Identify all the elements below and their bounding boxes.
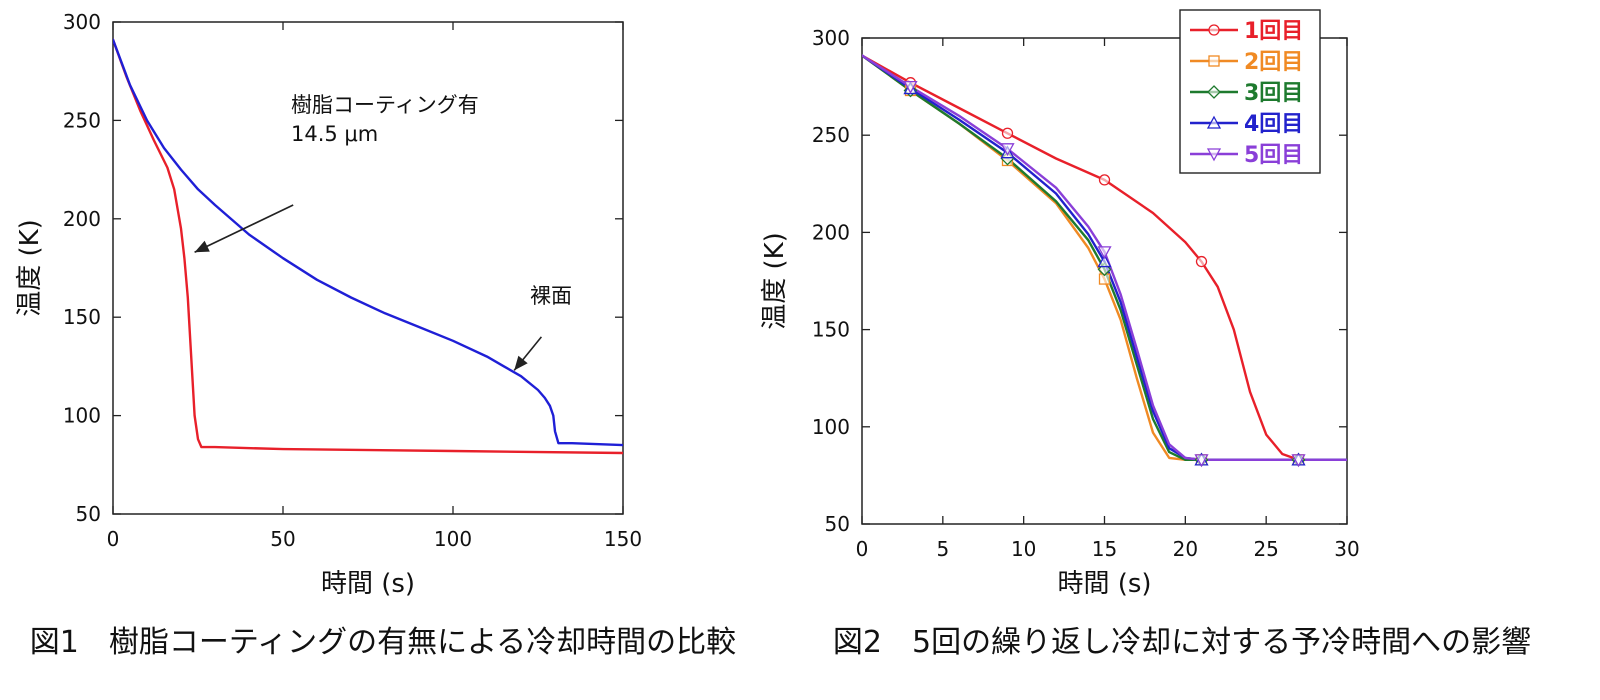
legend-entry: 4回目 bbox=[1244, 112, 1303, 137]
legend-entry: 3回目 bbox=[1244, 81, 1303, 106]
chart-2: 0 5 10 15 20 25 30 50 100 150 200 250 300 時間 (s) 温度 (K… bbox=[760, 9, 1531, 660]
legend-marker bbox=[1206, 115, 1222, 129]
plot-area bbox=[862, 54, 1347, 468]
x-tick-label: 5 bbox=[936, 537, 949, 561]
annotation-arrow-head bbox=[514, 355, 528, 371]
y-axis-label: 温度 (K) bbox=[760, 232, 790, 330]
y-tick-label: 200 bbox=[63, 207, 101, 231]
x-tick-label: 15 bbox=[1092, 537, 1117, 561]
figure-caption: 図1 樹脂コーティングの有無による冷却時間の比較 bbox=[30, 625, 736, 660]
series-1-point bbox=[1098, 174, 1111, 186]
plot-area bbox=[113, 38, 623, 455]
series-line-1 bbox=[113, 38, 623, 455]
x-tick-label: 100 bbox=[434, 527, 472, 551]
series-5-point bbox=[1291, 454, 1306, 468]
legend-entry: 5回目 bbox=[1244, 143, 1303, 168]
legend-marker bbox=[1207, 85, 1221, 99]
annotation-thickness-label: 14.5 μm bbox=[291, 122, 378, 146]
y-tick-label: 200 bbox=[812, 220, 850, 244]
series-1-point bbox=[1195, 255, 1208, 268]
annotation-arrow-head bbox=[194, 240, 210, 253]
y-tick-label: 50 bbox=[825, 512, 850, 536]
series-5-point bbox=[1000, 143, 1015, 157]
x-tick-label: 10 bbox=[1011, 537, 1036, 561]
series-line-2 bbox=[113, 38, 623, 447]
y-tick-label: 100 bbox=[812, 415, 850, 439]
x-tick-label: 30 bbox=[1334, 537, 1359, 561]
y-tick-label: 250 bbox=[63, 108, 101, 132]
legend-marker bbox=[1206, 148, 1222, 162]
figure-caption: 図2 5回の繰り返し冷却に対する予冷時間への影響 bbox=[833, 625, 1531, 660]
legend-marker bbox=[1208, 24, 1220, 36]
annotation-bare-label: 裸面 bbox=[530, 284, 572, 308]
series-4-point bbox=[1097, 254, 1112, 268]
y-tick-label: 150 bbox=[812, 318, 850, 342]
y-tick-label: 150 bbox=[63, 305, 101, 329]
y-tick-label: 250 bbox=[812, 123, 850, 147]
y-tick-label: 300 bbox=[63, 10, 101, 34]
legend-entry: 1回目 bbox=[1244, 19, 1303, 44]
legend-entry: 2回目 bbox=[1244, 50, 1303, 75]
x-tick-label: 0 bbox=[856, 537, 869, 561]
series-line-1 bbox=[862, 54, 1347, 461]
y-tick-label: 300 bbox=[812, 26, 850, 50]
x-tick-label: 20 bbox=[1173, 537, 1198, 561]
series-1-point bbox=[1001, 127, 1014, 139]
y-tick-label: 100 bbox=[63, 404, 101, 428]
x-tick-label: 150 bbox=[604, 527, 642, 551]
legend: 1回目 2回目 3回目 4回目 5回目 bbox=[1179, 9, 1321, 174]
y-tick-label: 50 bbox=[76, 502, 101, 526]
series-5-point bbox=[903, 80, 918, 94]
x-axis-label: 時間 (s) bbox=[321, 569, 415, 599]
x-tick-label: 25 bbox=[1253, 537, 1278, 561]
legend-marker bbox=[1208, 55, 1220, 67]
series-5-point bbox=[1097, 246, 1112, 260]
x-axis-label: 時間 (s) bbox=[1057, 569, 1151, 599]
plot-frame bbox=[112, 21, 624, 515]
series-5-point bbox=[1194, 454, 1209, 468]
annotation-coating-label: 樹脂コーティング有 bbox=[291, 93, 479, 117]
y-axis-label: 温度 (K) bbox=[15, 219, 45, 317]
annotation-arrow-line bbox=[194, 204, 294, 253]
x-tick-label: 0 bbox=[107, 527, 120, 551]
x-tick-label: 50 bbox=[270, 527, 295, 551]
